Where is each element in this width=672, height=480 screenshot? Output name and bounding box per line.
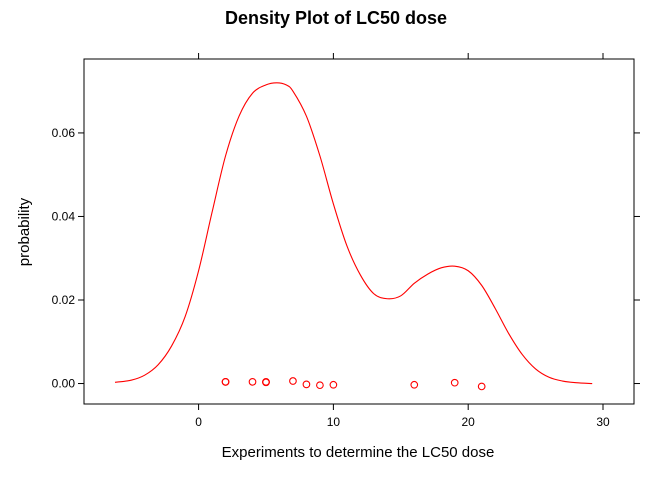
y-axis: 0.00 0.02 0.04 0.06 [52,126,640,391]
plot-frame [83,58,635,405]
x-tick-label: 20 [462,415,476,429]
series-layer [114,82,593,391]
chart-title: Density Plot of LC50 dose [225,8,447,28]
data-point [221,378,230,386]
x-axis-label: Experiments to determine the LC50 dose [222,444,495,461]
data-point [262,378,270,387]
data-point [477,382,486,391]
data-point [316,381,324,390]
density-curve [114,82,593,385]
data-point [289,377,297,385]
y-axis-label: probability [16,197,33,266]
x-tick-label: 0 [195,415,202,429]
data-point [410,380,419,389]
x-tick-label: 30 [596,415,610,429]
data-point [302,380,311,389]
data-point [329,380,338,389]
data-point [450,378,459,387]
y-tick-label: 0.04 [52,209,76,223]
y-tick-label: 0.00 [52,377,76,391]
y-tick-label: 0.02 [52,293,76,307]
x-tick-label: 10 [327,415,341,429]
data-point [248,378,257,386]
y-tick-label: 0.06 [52,126,76,140]
x-axis: 0 10 20 30 [195,53,610,429]
